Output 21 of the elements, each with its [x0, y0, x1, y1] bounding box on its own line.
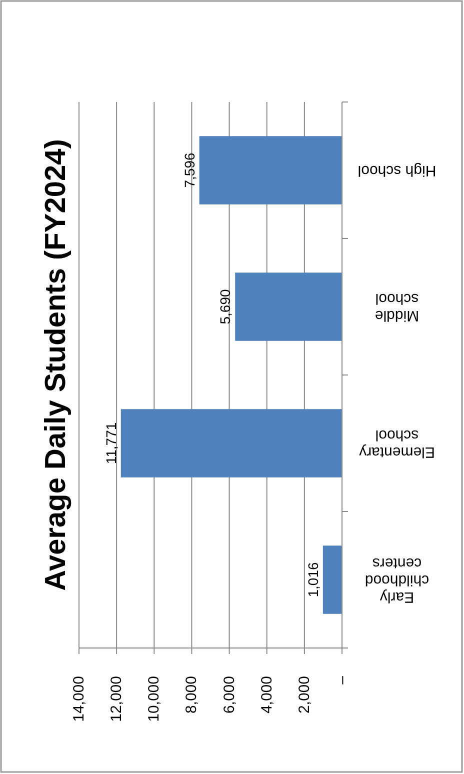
y-tick-label: High school [358, 162, 436, 179]
x-tick-label: 8,000 [183, 676, 200, 714]
text: Average Daily Students (FY2024) [40, 139, 72, 591]
x-tick-label: 10,000 [146, 676, 163, 722]
x-tick-label: 4,000 [258, 676, 276, 714]
data-label: 5,690 [217, 289, 234, 324]
x-tick-label: 12,000 [108, 676, 126, 722]
bar [120, 409, 342, 478]
y-tick-label: Early childhood centers [364, 554, 430, 606]
y-tick-label: Elementary school [358, 426, 435, 460]
x-tick-label: 2,000 [296, 676, 313, 714]
x-tick-label: – [334, 675, 350, 684]
bar [199, 136, 342, 204]
bar [235, 272, 342, 341]
data-label: 1,016 [304, 562, 321, 598]
data-label: 7,596 [181, 152, 198, 188]
data-label: 11,771 [102, 422, 119, 464]
x-tick-label: 6,000 [220, 676, 238, 714]
bar [322, 546, 342, 614]
x-tick-label: 14,000 [70, 676, 88, 722]
y-tick-label: Middle school [374, 290, 420, 324]
